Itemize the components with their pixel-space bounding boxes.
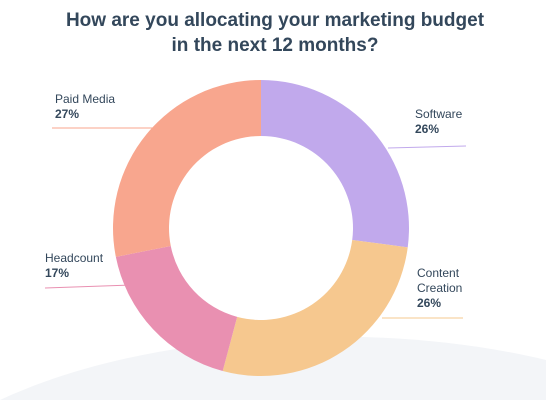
value-label: 26%: [417, 296, 442, 310]
slice-label: Content Creation 26%: [417, 266, 483, 311]
category-label: Content Creation: [417, 266, 463, 295]
category-label: Software: [415, 107, 463, 121]
donut: [112, 80, 409, 377]
leader-line: [387, 145, 467, 149]
slice-label: Software 26%: [415, 107, 481, 137]
slice: [261, 80, 409, 248]
slice: [115, 245, 238, 371]
value-label: 27%: [55, 107, 80, 121]
category-label: Paid Media: [55, 92, 116, 106]
slice: [112, 80, 261, 257]
value-label: 26%: [415, 122, 440, 136]
value-label: 17%: [45, 266, 70, 280]
slice-label: Paid Media 27%: [55, 92, 121, 122]
leader-lines: [44, 127, 467, 319]
chart-title: How are you allocating your marketing bu…: [65, 10, 485, 56]
slice-label: Headcount 17%: [45, 251, 111, 281]
category-label: Headcount: [45, 251, 104, 265]
leader-line: [44, 284, 133, 289]
slice: [222, 240, 408, 377]
